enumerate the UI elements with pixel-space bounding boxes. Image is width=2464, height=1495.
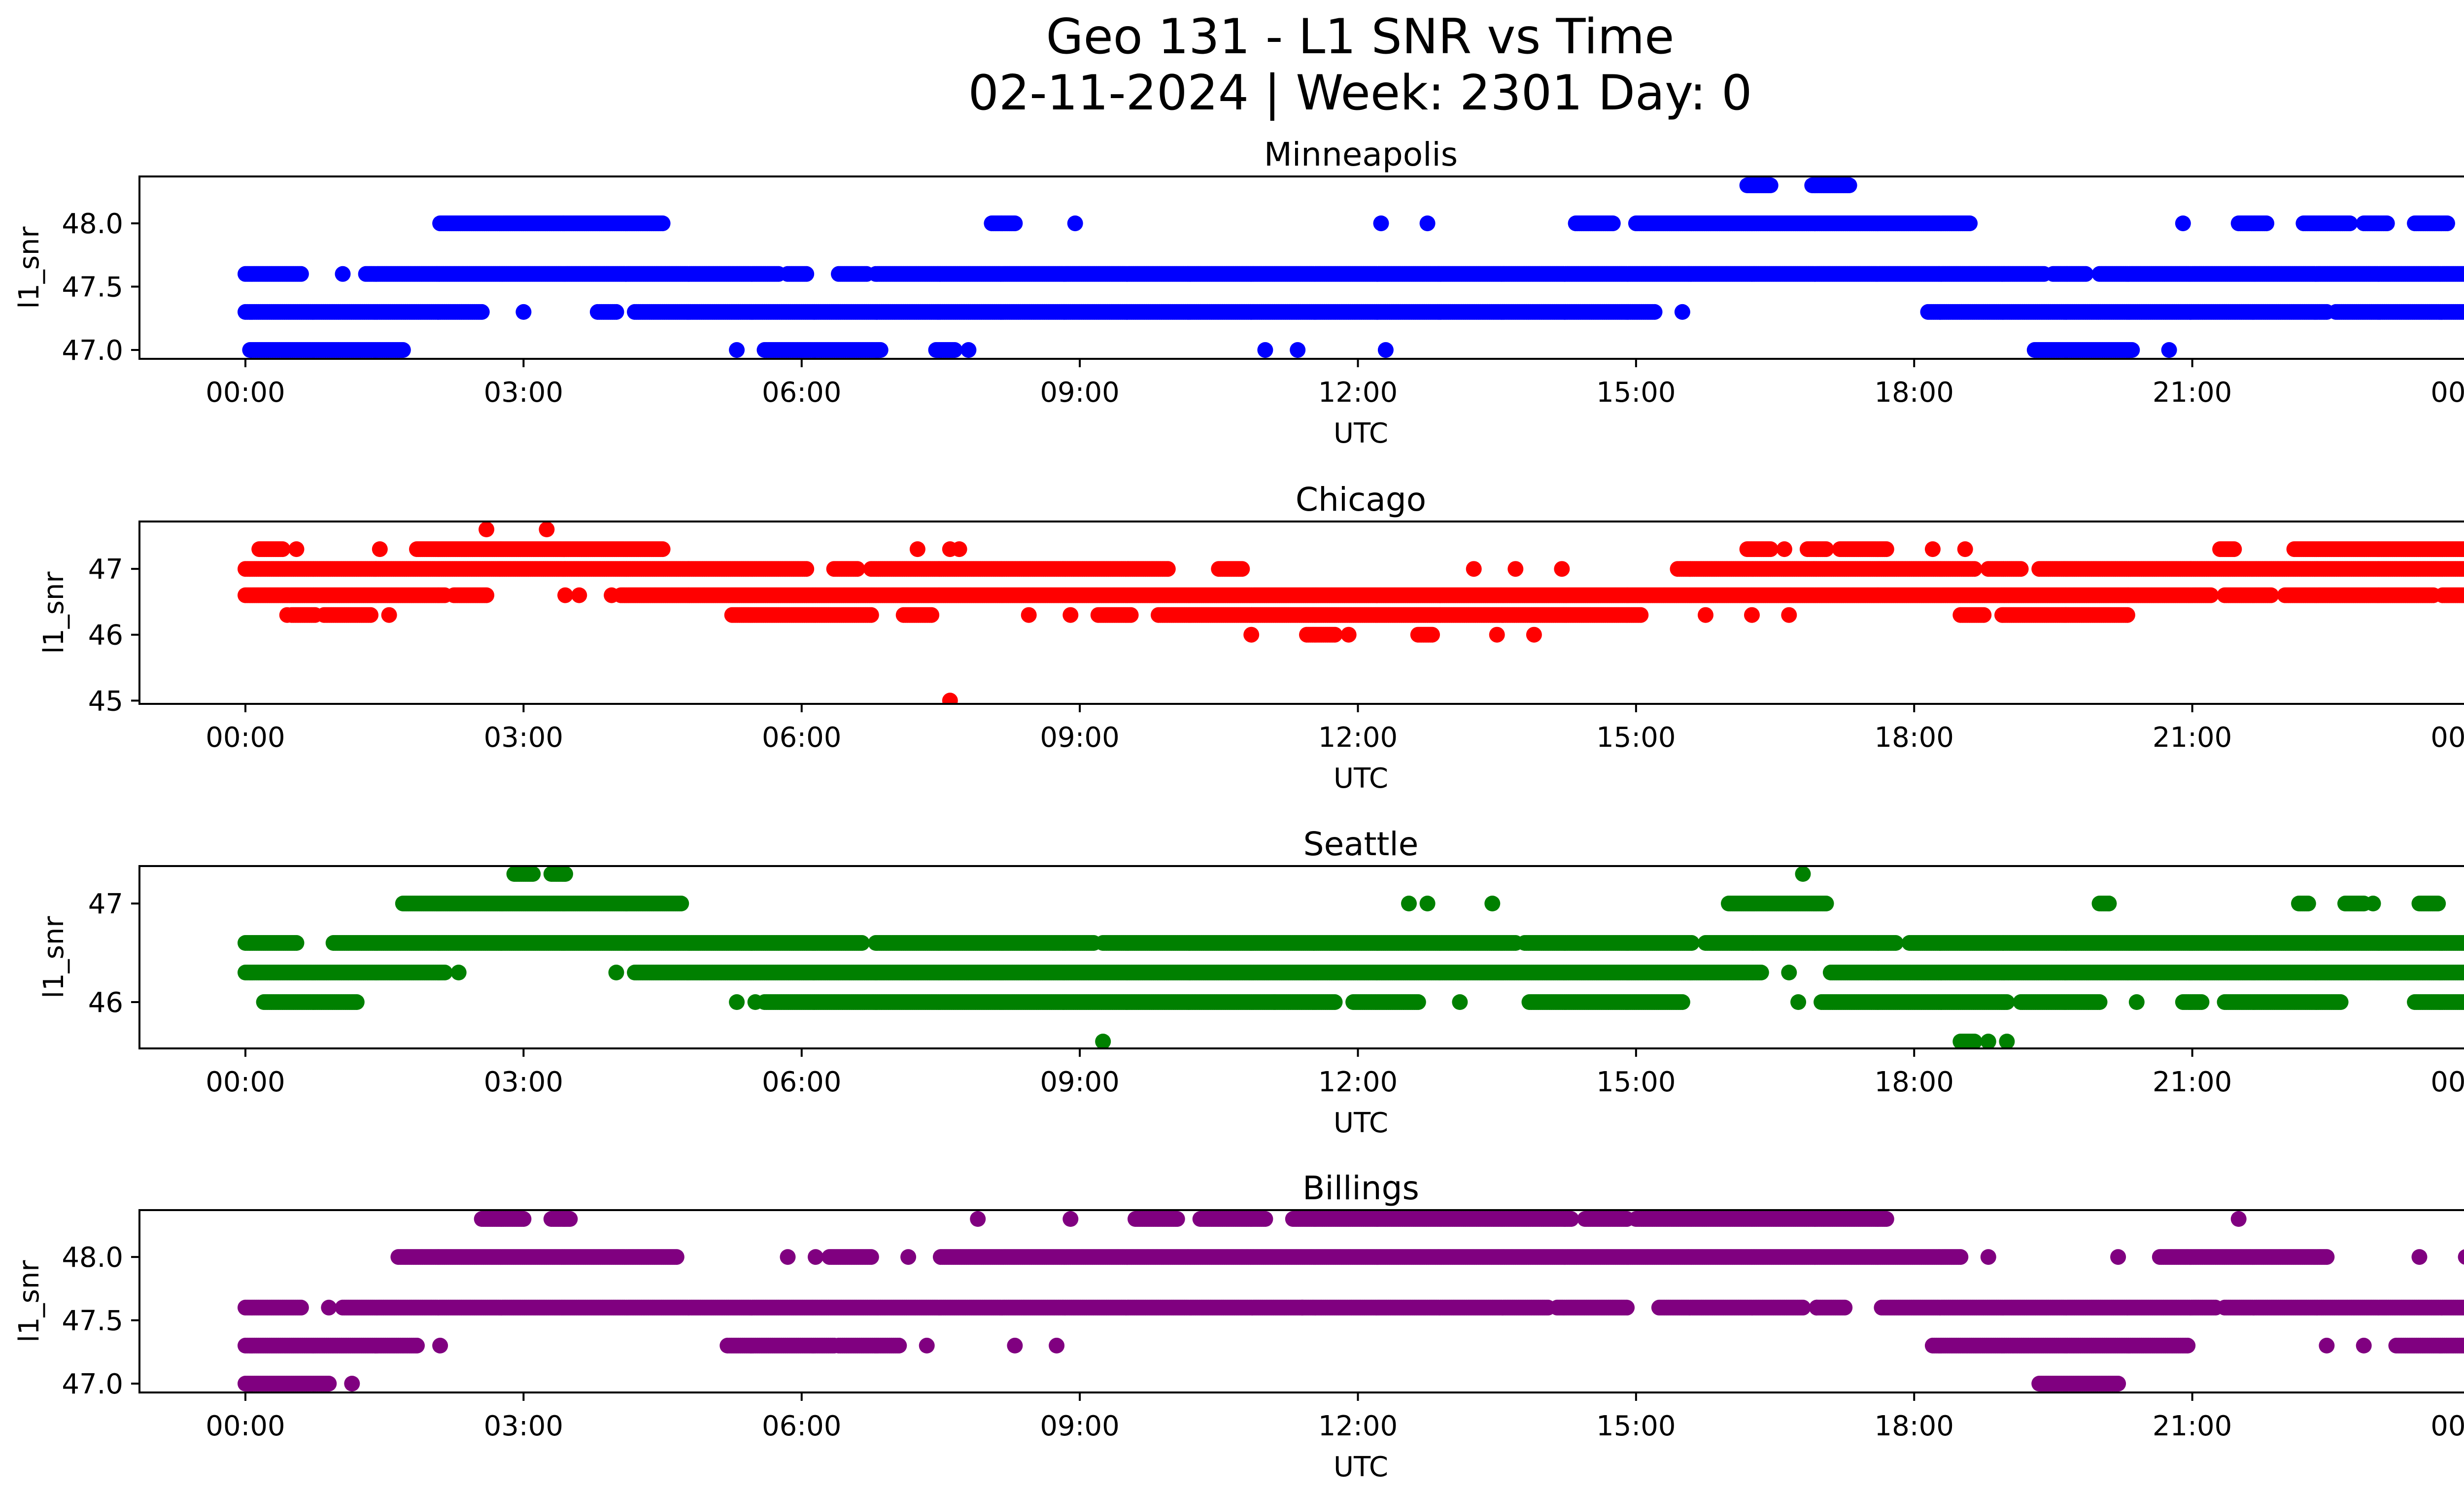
data-point bbox=[798, 561, 815, 577]
data-point bbox=[1962, 215, 1978, 232]
y-axis-label: l1_snr bbox=[13, 226, 45, 309]
data-point bbox=[2013, 561, 2029, 577]
y-tick-label: 48.0 bbox=[62, 208, 123, 240]
data-point bbox=[1067, 215, 1083, 232]
data-point bbox=[2463, 269, 2464, 279]
data-point bbox=[1674, 304, 1690, 320]
data-point bbox=[1762, 177, 1779, 193]
y-axis-label: l1_snr bbox=[38, 571, 70, 654]
data-point bbox=[2342, 215, 2358, 232]
data-point bbox=[608, 304, 624, 320]
data-point bbox=[798, 266, 815, 282]
x-tick-label: 15:00 bbox=[1596, 377, 1676, 409]
data-point bbox=[2078, 266, 2094, 282]
data-point bbox=[729, 342, 745, 358]
x-tick-label: 18:00 bbox=[1875, 377, 1954, 409]
data-point bbox=[849, 561, 865, 577]
x-tick-label: 06:00 bbox=[762, 377, 841, 409]
data-point bbox=[654, 215, 671, 232]
data-point bbox=[2463, 307, 2464, 317]
chart-title: Geo 131 - L1 SNR vs Time bbox=[1046, 9, 1675, 65]
data-point bbox=[1419, 215, 1436, 232]
data-point bbox=[2461, 305, 2464, 318]
x-tick-label: 03:00 bbox=[484, 377, 563, 409]
x-tick-label: 12:00 bbox=[1318, 377, 1398, 409]
data-point bbox=[1841, 177, 1857, 193]
data-point bbox=[1160, 561, 1176, 577]
x-axis-label: UTC bbox=[1334, 417, 1388, 450]
scatter-marks bbox=[238, 177, 2464, 358]
data-point bbox=[1373, 215, 1389, 232]
data-point bbox=[474, 304, 490, 320]
data-point bbox=[654, 541, 671, 557]
data-point bbox=[2161, 342, 2177, 358]
subplot-title: Chicago bbox=[1296, 481, 1426, 519]
data-point bbox=[1878, 541, 1894, 557]
data-point bbox=[395, 342, 411, 358]
data-point bbox=[947, 342, 963, 358]
y-tick-label: 47.5 bbox=[62, 272, 123, 304]
data-point bbox=[2461, 543, 2464, 556]
x-tick-label: 09:00 bbox=[1040, 377, 1119, 409]
chart-subtitle: 02-11-2024 | Week: 2301 Day: 0 bbox=[968, 65, 1752, 121]
data-point bbox=[479, 587, 495, 603]
x-tick-label: 00:00 bbox=[2430, 377, 2464, 409]
data-point bbox=[1290, 342, 1306, 358]
data-point bbox=[2463, 564, 2464, 574]
subplot-minneapolis: Minneapolis l1_snr UTC 00:00 03:00 06:00 09… bbox=[13, 136, 2464, 450]
x-axis-label: UTC bbox=[1334, 763, 1388, 795]
data-point bbox=[1234, 561, 1250, 577]
data-point bbox=[2124, 342, 2140, 358]
data-point bbox=[872, 342, 889, 358]
y-ticks: 47.0 47.5 48.0 bbox=[62, 208, 139, 367]
data-point bbox=[1646, 304, 1663, 320]
data-point bbox=[1007, 215, 1023, 232]
data-point bbox=[1966, 561, 1983, 577]
data-point bbox=[2463, 544, 2464, 554]
x-ticks: 00:00 03:00 06:00 09:00 12:00 15:00 18:00 21:00… bbox=[205, 359, 2464, 409]
data-point bbox=[2175, 215, 2191, 232]
data-point bbox=[274, 541, 291, 557]
data-point bbox=[1377, 342, 1394, 358]
axes-frame bbox=[138, 175, 2464, 360]
data-point bbox=[2259, 215, 2275, 232]
data-point bbox=[335, 266, 351, 282]
data-point bbox=[1605, 215, 1621, 232]
data-point bbox=[1257, 342, 1273, 358]
scatter-marks bbox=[238, 522, 2464, 704]
subplot-title: Minneapolis bbox=[1264, 136, 1458, 174]
data-point bbox=[2226, 541, 2242, 557]
data-point bbox=[2379, 215, 2395, 232]
data-point bbox=[1818, 541, 1834, 557]
x-tick-label: 21:00 bbox=[2153, 377, 2232, 409]
data-point bbox=[515, 304, 532, 320]
data-point bbox=[293, 266, 309, 282]
data-point bbox=[960, 342, 977, 358]
data-point bbox=[2461, 562, 2464, 576]
data-point bbox=[1762, 541, 1779, 557]
data-point bbox=[2439, 215, 2455, 232]
data-point bbox=[2461, 267, 2464, 280]
x-tick-label: 00:00 bbox=[205, 377, 285, 409]
y-tick-label: 47.0 bbox=[62, 335, 123, 367]
subplot-chicago: Chicago l1_snr UTC 00:00 03:00 06:00 09:00 1… bbox=[38, 481, 2464, 795]
